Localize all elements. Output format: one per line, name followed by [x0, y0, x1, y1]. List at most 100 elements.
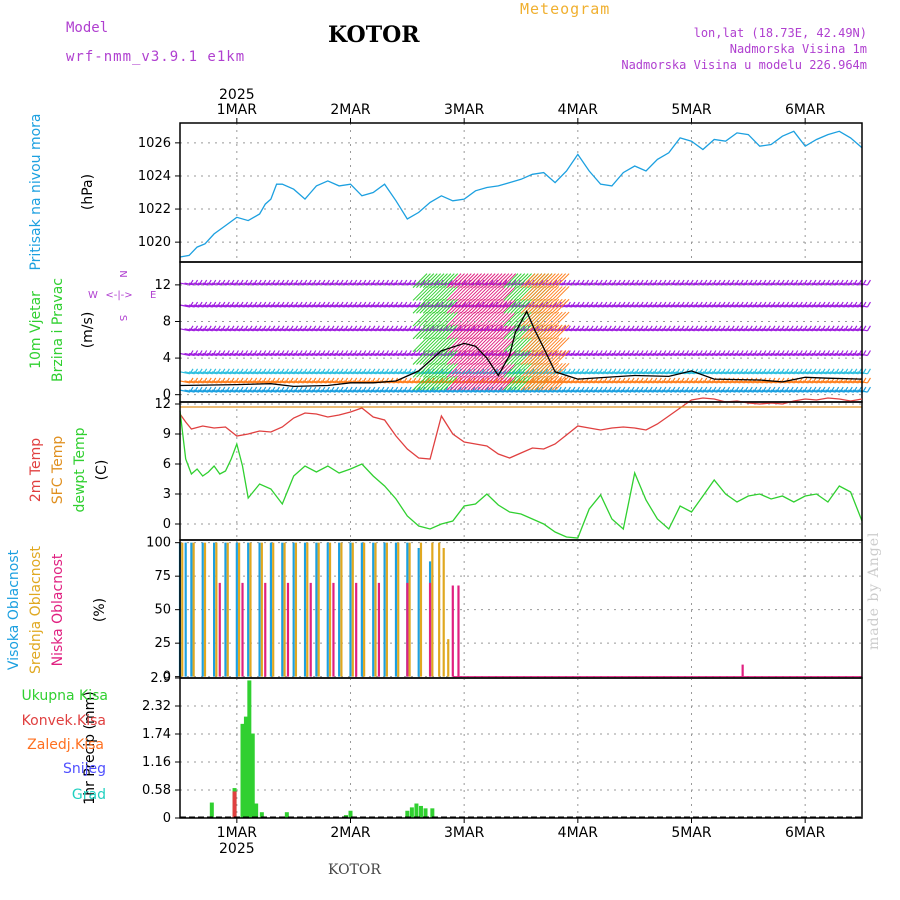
wind-barb	[325, 304, 336, 308]
wind-barb	[198, 304, 209, 308]
wind-barb	[675, 282, 686, 286]
wind-barb	[739, 352, 750, 357]
year-label-top: 2025	[219, 87, 255, 103]
wind-barb	[680, 282, 691, 286]
wind-barb	[620, 371, 632, 375]
wind-barb	[501, 311, 517, 327]
wind-barb	[484, 389, 495, 393]
wind-barb	[184, 380, 195, 384]
wind-barb	[307, 282, 318, 286]
wind-barb	[494, 286, 510, 301]
y-tick-label: 4	[163, 351, 171, 366]
wind-barb	[379, 282, 391, 286]
wind-barb	[412, 375, 428, 391]
wind-barb	[320, 380, 332, 384]
wind-barb	[548, 352, 559, 357]
wind-barb	[602, 304, 613, 308]
wind-barb	[497, 375, 513, 391]
wind-barb	[352, 328, 363, 332]
wind-barb	[426, 311, 442, 327]
wind-barb	[453, 350, 469, 365]
wind-barb	[484, 350, 499, 365]
wind-barb	[579, 389, 591, 393]
wind-barb	[361, 389, 372, 393]
wind-barb	[467, 286, 482, 301]
wind-barb	[419, 350, 435, 365]
wind-barb	[554, 350, 570, 365]
wind-barb	[684, 389, 695, 393]
wind-barb	[816, 304, 827, 308]
total-precip-bar	[247, 680, 252, 818]
wind-barb	[670, 380, 682, 384]
wind-barb	[730, 282, 741, 286]
wind-barb	[198, 282, 209, 286]
wind-barb	[766, 389, 777, 393]
wind-barb	[513, 337, 529, 353]
wind-barb	[412, 311, 428, 327]
wind-barb	[852, 304, 864, 308]
wind-barb	[270, 304, 282, 308]
wind-barb	[416, 389, 427, 393]
wind-barb	[611, 371, 623, 375]
wind-barb	[225, 304, 236, 308]
wind-barb	[634, 352, 645, 357]
wind-barb	[570, 328, 582, 332]
wind-barb	[211, 328, 222, 332]
wind-barb	[238, 380, 250, 384]
wind-barb	[834, 304, 845, 308]
wind-barb	[589, 352, 600, 357]
wind-barb	[643, 304, 654, 308]
wind-barb	[607, 389, 618, 393]
wind-barb	[839, 352, 850, 357]
wind-barb	[510, 273, 526, 288]
wind-barb	[316, 282, 327, 286]
wind-barb	[702, 352, 713, 357]
wind-barb	[433, 324, 448, 340]
wind-barb	[816, 328, 827, 332]
year-label-bottom: 2025	[219, 841, 255, 857]
wind-barb	[477, 286, 493, 301]
wind-barb	[503, 337, 519, 353]
wind-barb	[379, 328, 391, 332]
wind-barb	[711, 304, 723, 308]
wind-barb	[463, 324, 479, 340]
wind-barb	[625, 371, 636, 375]
wind-barb	[593, 352, 604, 357]
wind-barb	[302, 304, 313, 308]
wind-barb	[720, 304, 732, 308]
wind-barb	[534, 311, 549, 327]
wind-barb	[497, 362, 513, 378]
wind-barb	[501, 375, 517, 391]
wind-barb	[551, 375, 567, 391]
wind-barb	[257, 304, 268, 308]
wind-barb	[698, 328, 709, 332]
wind-barb	[480, 298, 496, 314]
wind-barb	[334, 380, 345, 384]
wind-barb	[188, 304, 200, 308]
wind-barb	[439, 337, 455, 353]
wind-barb	[579, 304, 591, 308]
wind-barb	[456, 375, 472, 391]
wind-barb	[693, 380, 704, 384]
wind-barb	[484, 337, 499, 353]
wind-barb	[275, 380, 286, 384]
wind-barb	[520, 352, 532, 357]
wind-barb	[507, 298, 522, 314]
wind-barb	[507, 324, 522, 340]
wind-barb	[530, 375, 546, 391]
wind-barb	[426, 362, 442, 378]
wind-barb	[484, 311, 499, 327]
wind-barb	[698, 380, 709, 384]
wind-barb	[463, 273, 479, 288]
wind-barb	[474, 286, 489, 301]
wind-barb	[433, 298, 448, 314]
wind-barb	[698, 371, 709, 375]
wind-barb	[398, 282, 409, 286]
wind-barb	[557, 371, 568, 375]
wind-barb	[852, 352, 864, 357]
wind-barb	[630, 380, 641, 384]
wind-barb	[839, 282, 850, 286]
wind-barb	[743, 352, 754, 357]
wind-barb	[489, 389, 500, 393]
wind-barb	[839, 328, 850, 332]
